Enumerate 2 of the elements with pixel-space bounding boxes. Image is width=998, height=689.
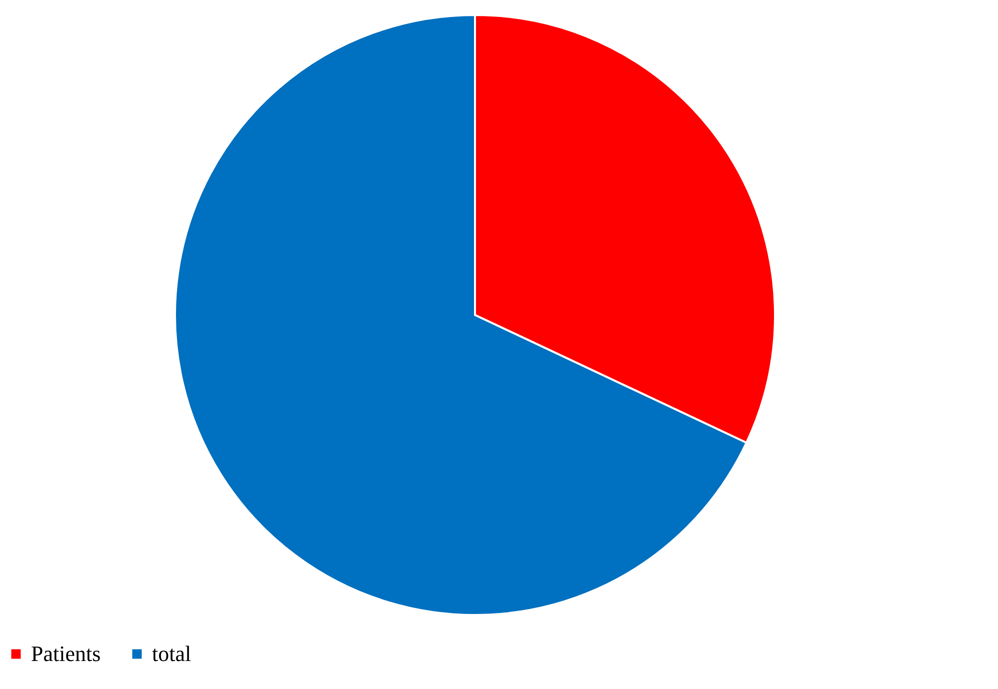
legend-label: Patients [31, 641, 101, 666]
legend-label: total [152, 641, 192, 666]
